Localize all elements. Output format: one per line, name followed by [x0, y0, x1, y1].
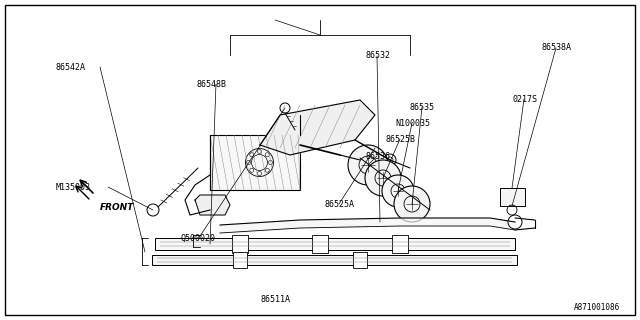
Bar [152, 255, 517, 265]
Text: 86525A: 86525A [324, 200, 354, 209]
Text: N100035: N100035 [396, 119, 430, 128]
Bar [312, 235, 328, 253]
Text: A871001086: A871001086 [573, 303, 620, 312]
Circle shape [382, 175, 414, 207]
Text: 86538A: 86538A [542, 44, 572, 52]
Circle shape [348, 145, 388, 185]
Text: 86525B: 86525B [385, 135, 415, 144]
Polygon shape [195, 195, 230, 215]
Text: Q500020: Q500020 [181, 234, 216, 243]
Bar [353, 252, 367, 268]
Text: FRONT: FRONT [100, 203, 134, 212]
Bar [155, 238, 515, 250]
Circle shape [365, 160, 401, 196]
Circle shape [394, 186, 430, 222]
Text: 86511A: 86511A [260, 295, 290, 304]
Text: 86548B: 86548B [196, 80, 226, 89]
Text: M135003: M135003 [56, 183, 91, 192]
Text: 86535: 86535 [410, 103, 435, 112]
Bar [210, 135, 300, 190]
Text: 86532: 86532 [365, 52, 390, 60]
Text: 0217S: 0217S [512, 95, 538, 104]
Bar [232, 235, 248, 253]
Text: 86536: 86536 [365, 152, 390, 161]
Bar [233, 252, 247, 268]
Polygon shape [260, 100, 375, 155]
Text: 86542A: 86542A [56, 63, 85, 72]
Bar [500, 188, 525, 206]
Bar [392, 235, 408, 253]
